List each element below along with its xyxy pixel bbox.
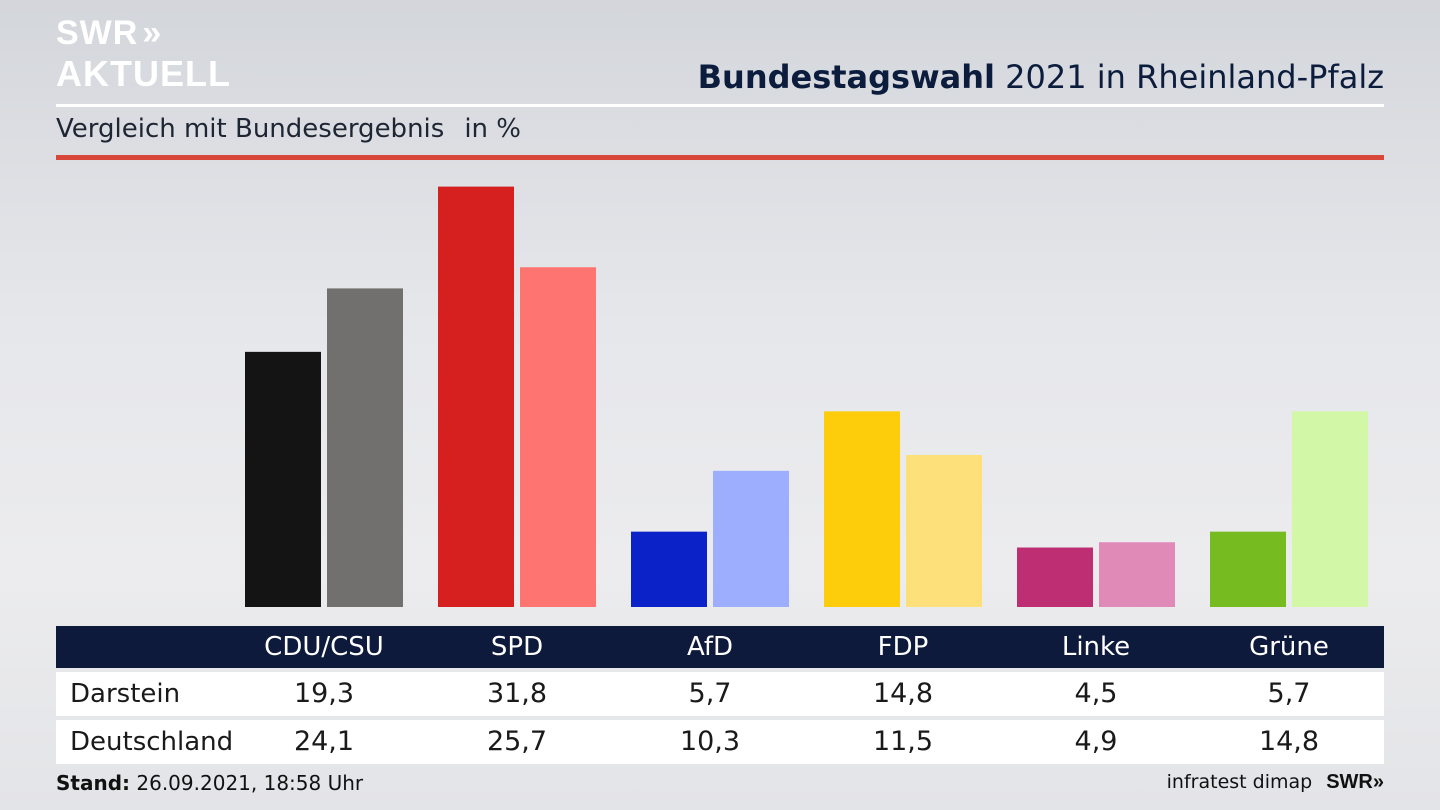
- subtitle-divider: [56, 155, 1384, 160]
- subtitle-text: Vergleich mit Bundesergebnis: [56, 114, 445, 144]
- swr-brand-logo: SWR»: [1326, 771, 1384, 793]
- source-credit: infratest dimap SWR»: [1167, 771, 1384, 794]
- chart-title: Bundestagswahl 2021 in Rheinland-Pfalz: [698, 58, 1384, 96]
- table-cell: 4,9: [1074, 726, 1118, 757]
- table-header-row: CDU/CSU SPD AfD FDP Linke Grüne: [56, 626, 1384, 668]
- results-table: CDU/CSU SPD AfD FDP Linke Grüne Darstein…: [56, 626, 1384, 764]
- table-cell: 4,5: [1074, 678, 1118, 709]
- bar-cdu-csu-deutschland: [327, 288, 403, 607]
- bar-chart: [245, 186, 1368, 607]
- bar-afd-darstein: [631, 531, 707, 607]
- table-cell: 14,8: [1258, 726, 1320, 757]
- bar-grüne-darstein: [1210, 531, 1286, 607]
- bar-spd-deutschland: [520, 267, 596, 607]
- bar-linke-darstein: [1017, 547, 1093, 607]
- table-cell: 31,8: [486, 678, 548, 709]
- logo-swr: SWR: [56, 14, 139, 52]
- title-divider: [56, 104, 1384, 107]
- party-header: Grüne: [1249, 632, 1329, 662]
- table-cell: 24,1: [293, 726, 355, 757]
- table-cell: 25,7: [486, 726, 548, 757]
- logo-aktuell: AKTUELL: [56, 53, 231, 94]
- stand-value: 26.09.2021, 18:58 Uhr: [136, 771, 364, 795]
- table-cell: 5,7: [1267, 678, 1311, 709]
- party-header: FDP: [877, 632, 929, 662]
- table-cell: 5,7: [688, 678, 732, 709]
- table-cell: 19,3: [293, 678, 355, 709]
- row-label: Deutschland: [70, 727, 234, 757]
- chart-subtitle: Vergleich mit Bundesergebnis in %: [56, 114, 521, 144]
- title-bold: Bundestagswahl: [697, 58, 995, 96]
- table-cell: 10,3: [679, 726, 741, 757]
- party-header: CDU/CSU: [264, 632, 384, 662]
- party-header: AfD: [686, 632, 734, 662]
- bar-afd-deutschland: [713, 470, 789, 607]
- unit-label: in %: [464, 114, 521, 144]
- table-row: Deutschland 24,1 25,7 10,3 11,5 4,9 14,8: [56, 720, 1384, 764]
- timestamp: Stand: 26.09.2021, 18:58 Uhr: [56, 771, 363, 795]
- source-text: infratest dimap: [1166, 771, 1313, 793]
- bar-cdu-csu-darstein: [245, 351, 321, 607]
- bar-grüne-deutschland: [1292, 411, 1368, 607]
- bar-fdp-deutschland: [906, 454, 982, 607]
- stand-label: Stand:: [56, 771, 131, 795]
- table-cell: 14,8: [872, 678, 934, 709]
- swr-aktuell-logo: SWR» AKTUELL: [56, 14, 231, 94]
- bar-fdp-darstein: [824, 411, 900, 607]
- title-rest: 2021 in Rheinland-Pfalz: [1005, 58, 1384, 96]
- row-label: Darstein: [70, 679, 181, 709]
- bar-linke-deutschland: [1099, 542, 1175, 607]
- bar-spd-darstein: [438, 186, 514, 607]
- table-cell: 11,5: [872, 726, 934, 757]
- table-row: Darstein 19,3 31,8 5,7 14,8 4,5 5,7: [56, 672, 1384, 716]
- party-header: Linke: [1061, 632, 1131, 662]
- party-header: SPD: [490, 632, 544, 662]
